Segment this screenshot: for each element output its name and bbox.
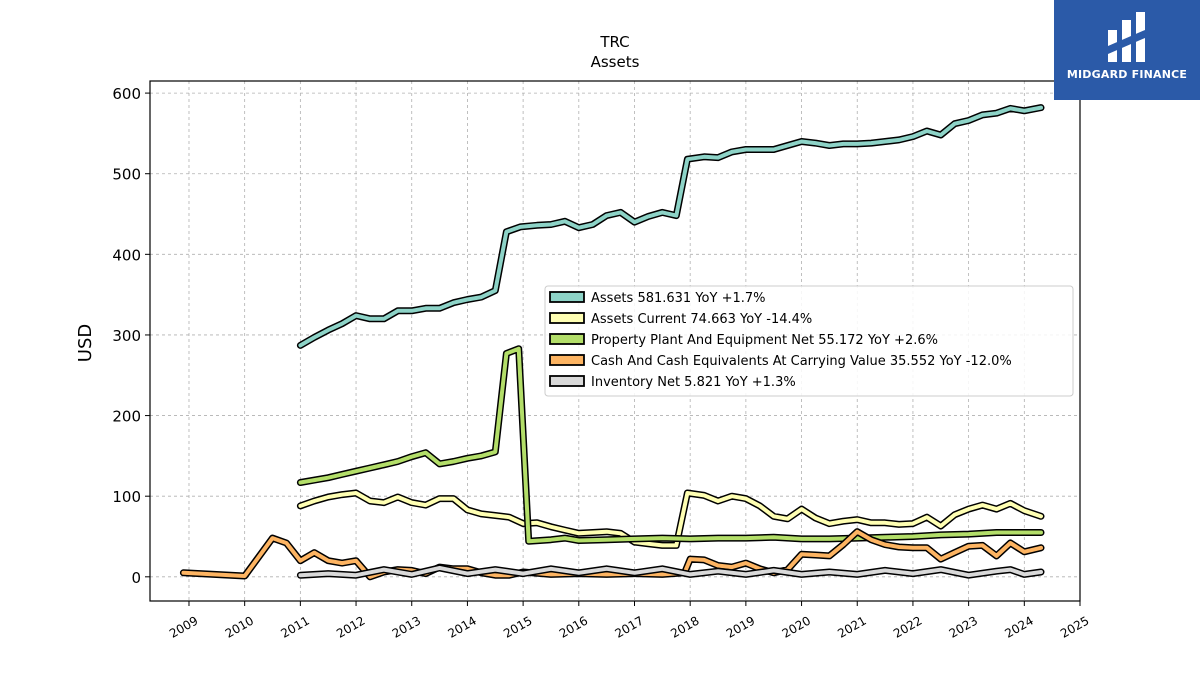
legend-label: Cash And Cash Equivalents At Carrying Va…	[591, 354, 1012, 369]
legend-label: Inventory Net 5.821 YoY +1.3%	[591, 375, 796, 390]
chart-subtitle: Assets	[591, 53, 640, 71]
midgard-finance-logo: MIDGARD FINANCE	[1054, 0, 1200, 100]
x-tick-label: 2021	[835, 613, 868, 640]
y-tick-label: 500	[112, 166, 141, 184]
y-tick-label: 400	[112, 246, 141, 264]
x-tick-label: 2018	[668, 613, 701, 640]
legend-label: Property Plant And Equipment Net 55.172 …	[591, 333, 938, 348]
plot-frame	[149, 80, 1081, 602]
series-layer	[179, 104, 1045, 581]
x-tick-label: 2014	[445, 613, 478, 640]
x-tick-label: 2017	[613, 613, 646, 640]
x-tick-label: 2013	[390, 613, 423, 640]
x-axis: 2009 2010 2011 2012 2013 2014 2015 2016 2017 2018…	[167, 601, 1092, 641]
x-tick-label: 2016	[557, 613, 590, 640]
legend-swatch	[549, 291, 585, 303]
legend-box	[544, 285, 1074, 397]
series-line-assets	[298, 105, 1043, 348]
y-axis: 0 100 200 300 400 500 600	[112, 85, 150, 587]
x-tick-label: 2020	[780, 613, 813, 640]
x-tick-label: 2022	[891, 613, 924, 640]
series-line-assets-current	[298, 491, 1043, 548]
x-tick-label: 2024	[1002, 613, 1035, 640]
legend-swatch	[549, 333, 585, 345]
midgard-logo-icon	[1108, 12, 1145, 62]
x-tick-label: 2009	[167, 613, 200, 640]
legend-swatch	[549, 312, 585, 324]
x-tick-label: 2010	[223, 613, 256, 640]
y-tick-label: 600	[112, 85, 141, 103]
series-line-property-plant-and-equipment-net	[298, 346, 1043, 544]
x-tick-label: 2012	[334, 613, 367, 640]
legend-label: Assets Current 74.663 YoY -14.4%	[591, 312, 812, 327]
legend-swatch	[549, 354, 585, 366]
x-tick-label: 2011	[278, 613, 311, 640]
y-tick-label: 0	[131, 569, 141, 587]
x-tick-label: 2025	[1058, 613, 1091, 640]
y-axis-label: USD	[75, 324, 96, 362]
y-tick-label: 100	[112, 488, 141, 506]
x-tick-label: 2023	[947, 613, 980, 640]
y-tick-label: 300	[112, 327, 141, 345]
x-tick-label: 2019	[724, 613, 757, 640]
x-tick-label: 2015	[501, 613, 534, 640]
series-line-inventory-net	[298, 565, 1043, 578]
y-tick-label: 200	[112, 408, 141, 426]
brand-name: MIDGARD FINANCE	[1066, 68, 1188, 81]
legend-swatch	[549, 375, 585, 387]
chart-title: TRC	[599, 33, 629, 51]
legend: Assets 581.631 YoY +1.7% Assets Current 7…	[544, 285, 1074, 397]
legend-label: Assets 581.631 YoY +1.7%	[591, 291, 766, 306]
